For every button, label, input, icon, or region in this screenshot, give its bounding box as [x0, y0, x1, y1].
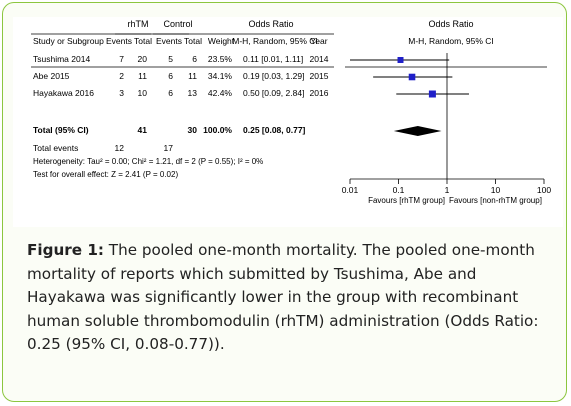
total-c: 6: [192, 54, 197, 64]
header-events-t: Events: [106, 36, 132, 46]
study-name: Hayakawa 2016: [33, 88, 94, 98]
total-events-c: 17: [164, 143, 174, 153]
study-name: Tsushima 2014: [33, 54, 90, 64]
x-tick-label: 100: [537, 185, 551, 195]
figure-label: Figure 1:: [27, 241, 104, 259]
weight: 34.1%: [208, 71, 233, 81]
header-method: M-H, Random, 95% CI: [232, 36, 318, 46]
total-events-row: Total events 12 17: [33, 143, 173, 153]
year: 2014: [310, 54, 329, 64]
events-c: 6: [168, 88, 173, 98]
header-rhtm: rhTM: [128, 19, 149, 29]
heterogeneity-text: Heterogeneity: Tau² = 0.00; Chi² = 1.21,…: [33, 157, 263, 166]
header-odds-ratio: Odds Ratio: [248, 19, 293, 29]
header-study: Study or Subgroup: [33, 36, 104, 46]
header-total-t: Total: [134, 36, 152, 46]
ci-text: 0.11 [0.01, 1.11]: [243, 54, 303, 64]
total-c: 13: [188, 88, 198, 98]
total-t: 11: [138, 71, 147, 81]
overall-effect-text: Test for overall effect: Z = 2.41 (P = 0…: [33, 170, 178, 179]
point-estimate-square: [397, 57, 404, 63]
header-total-c: Total: [184, 36, 202, 46]
caption-text: The pooled one-month mortality. The pool…: [27, 241, 539, 353]
total-c: 30: [188, 125, 198, 135]
header-odds-ratio-plot: Odds Ratio: [428, 19, 473, 29]
x-tick-label: 0.01: [342, 185, 359, 195]
events-c: 5: [168, 54, 173, 64]
figure-caption: Figure 1: The pooled one-month mortality…: [27, 239, 557, 357]
x-tick-label: 1: [445, 185, 450, 195]
events-t: 2: [119, 71, 124, 81]
events-t: 7: [119, 54, 124, 64]
ci-text: 0.19 [0.03, 1.29]: [243, 71, 304, 81]
pooled-diamond: [393, 126, 442, 136]
events-t: 3: [119, 88, 124, 98]
total-t: 20: [138, 54, 148, 64]
header-weight: Weight: [208, 36, 235, 46]
header-year: Year: [310, 36, 327, 46]
total-ci-text: 0.25 [0.08, 0.77]: [243, 125, 306, 135]
header-method-plot: M-H, Random, 95% CI: [408, 36, 494, 46]
total-row: Total (95% CI) 41 30 100.0% 0.25 [0.08, …: [33, 125, 306, 135]
year: 2016: [310, 88, 329, 98]
header-events-c: Events: [156, 36, 182, 46]
favours-left-label: Favours [rhTM group]: [368, 196, 445, 205]
forest-plot: rhTM Control Odds Ratio Odds Ratio Study…: [13, 17, 563, 227]
events-c: 6: [168, 71, 173, 81]
total-events-label: Total events: [33, 143, 78, 153]
total-t: 41: [138, 125, 148, 135]
total-label: Total (95% CI): [33, 125, 89, 135]
forest-plot-svg: rhTM Control Odds Ratio Odds Ratio Study…: [31, 19, 551, 205]
point-estimate-square: [428, 90, 436, 98]
x-tick-label: 0.1: [393, 185, 405, 195]
figure-frame: rhTM Control Odds Ratio Odds Ratio Study…: [2, 2, 567, 402]
total-weight: 100.0%: [203, 125, 232, 135]
total-events-t: 12: [115, 143, 125, 153]
year: 2015: [310, 71, 329, 81]
weight: 42.4%: [208, 88, 233, 98]
point-estimate-square: [408, 73, 416, 81]
favours-right-label: Favours [non-rhTM group]: [449, 196, 542, 205]
study-row: Tsushima 2014 7 20 5 6 23.5% 0.11 [0.01,…: [33, 54, 329, 64]
study-name: Abe 2015: [33, 71, 70, 81]
ci-text: 0.50 [0.09, 2.84]: [243, 88, 304, 98]
weight: 23.5%: [208, 54, 233, 64]
total-t: 10: [138, 88, 148, 98]
total-c: 11: [188, 71, 197, 81]
study-row: Abe 2015 2 11 6 11 34.1% 0.19 [0.03, 1.2…: [33, 71, 329, 81]
header-control: Control: [163, 19, 192, 29]
study-row: Hayakawa 2016 3 10 6 13 42.4% 0.50 [0.09…: [33, 88, 329, 98]
x-tick-label: 10: [491, 185, 501, 195]
